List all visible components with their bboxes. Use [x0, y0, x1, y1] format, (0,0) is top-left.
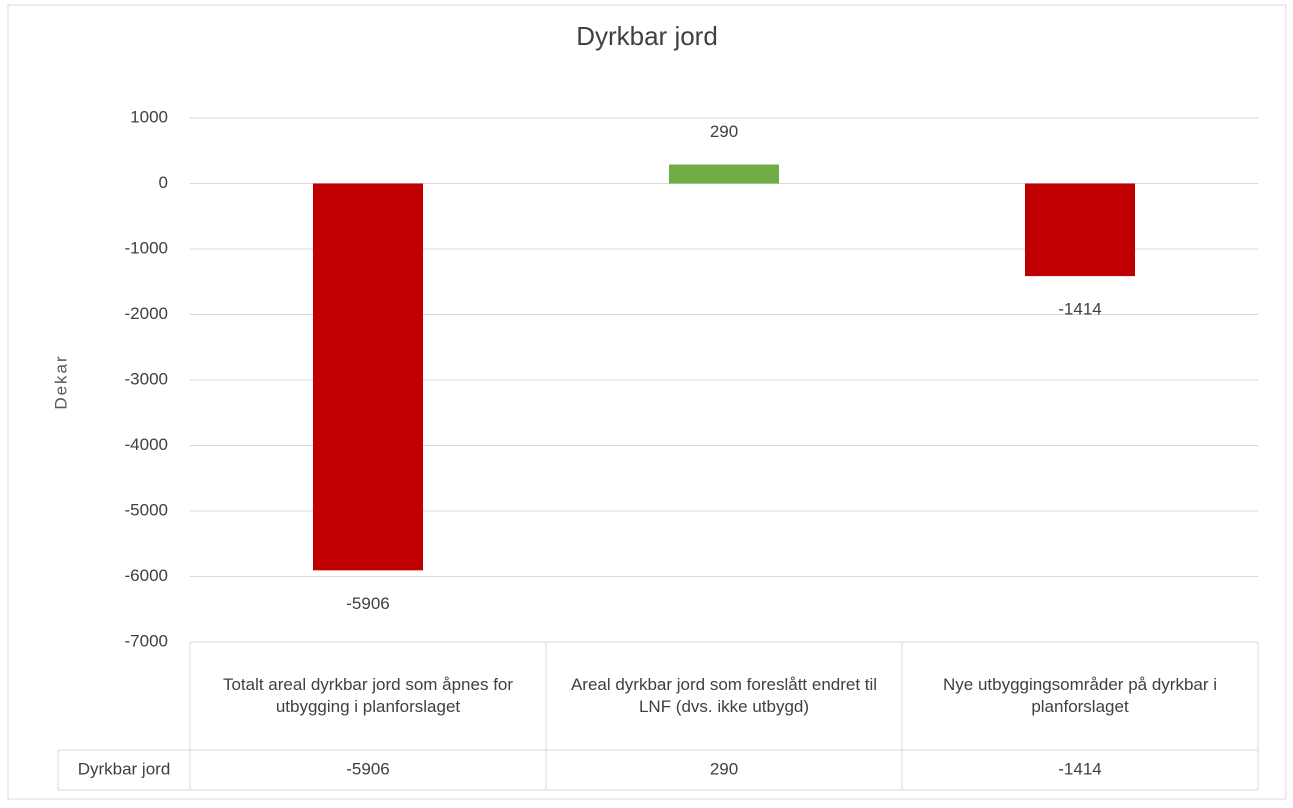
- y-tick-label: -2000: [125, 304, 168, 323]
- bar: [1025, 183, 1135, 277]
- y-tick-label: -6000: [125, 566, 168, 585]
- x-tick-label: Areal dyrkbar jord som foreslått endret …: [570, 674, 878, 716]
- y-axis-label: Dekar: [51, 354, 70, 409]
- table-value: -1414: [1058, 759, 1101, 778]
- x-tick-label: Nye utbyggingsområder på dyrkbar i planf…: [942, 674, 1218, 716]
- table-row-header: Dyrkbar jord: [78, 759, 171, 778]
- y-tick-label: -4000: [125, 435, 168, 454]
- category-cell: Areal dyrkbar jord som foreslått endret …: [570, 674, 878, 716]
- y-tick-label: 1000: [130, 107, 168, 126]
- chart-border: [7, 4, 1287, 800]
- data-label: -5906: [346, 594, 389, 613]
- table-value: 290: [710, 759, 738, 778]
- data-label: 290: [710, 122, 738, 141]
- category-cell: Totalt areal dyrkbar jord som åpnes for …: [222, 674, 514, 716]
- table-value: -5906: [346, 759, 389, 778]
- bar: [313, 183, 423, 571]
- category-cell: Nye utbyggingsområder på dyrkbar i planf…: [942, 674, 1218, 716]
- x-tick-label: Totalt areal dyrkbar jord som åpnes for …: [222, 674, 514, 716]
- bar: [669, 164, 779, 184]
- y-tick-label: -1000: [125, 238, 168, 257]
- chart-title: Dyrkbar jord: [576, 21, 718, 51]
- data-label: -1414: [1058, 300, 1101, 319]
- y-tick-label: -3000: [125, 369, 168, 388]
- y-tick-label: -7000: [125, 631, 168, 650]
- y-tick-label: 0: [159, 173, 168, 192]
- y-tick-label: -5000: [125, 500, 168, 519]
